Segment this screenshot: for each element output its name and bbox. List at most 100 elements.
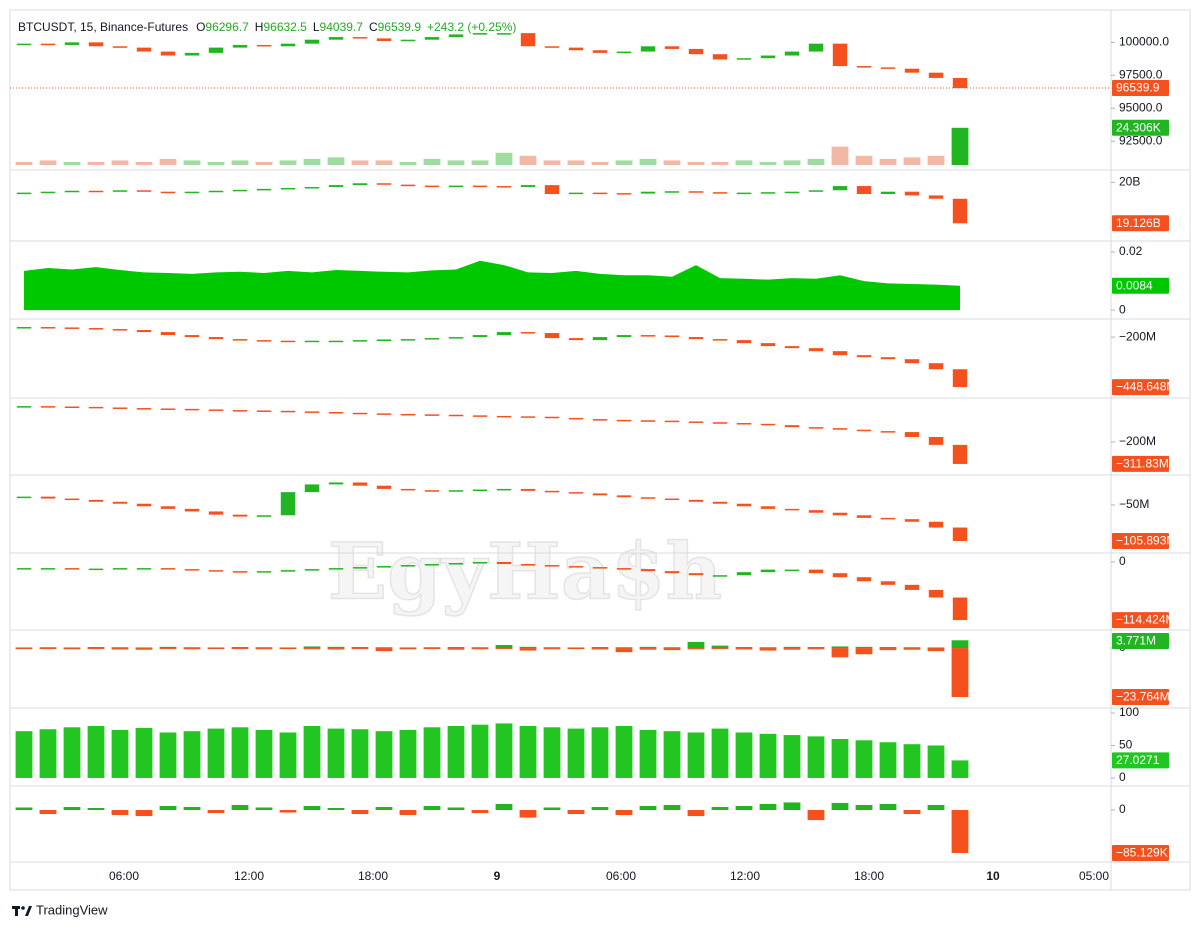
- candle: [928, 195, 944, 199]
- last-value-badge: [1112, 612, 1169, 629]
- candle: [232, 514, 248, 517]
- candle: [952, 444, 968, 464]
- candle: [520, 564, 536, 566]
- candle: [736, 58, 752, 60]
- bar: [351, 648, 369, 650]
- candle: [304, 340, 320, 343]
- last-value-badge: [1112, 379, 1169, 396]
- last-value-badge: [1112, 752, 1169, 769]
- last-value-label: 27.0271: [1116, 753, 1160, 767]
- bar: [327, 728, 345, 778]
- candle: [88, 499, 104, 502]
- candle: [904, 191, 920, 196]
- bar: [639, 805, 657, 811]
- bar: [63, 161, 81, 165]
- candle: [568, 47, 584, 51]
- pane: [24, 260, 960, 311]
- bar: [711, 648, 729, 650]
- bar: [687, 732, 705, 778]
- bar: [951, 760, 969, 778]
- bar: [567, 648, 585, 650]
- bar: [735, 160, 753, 165]
- time-label: 18:00: [358, 869, 388, 883]
- time-label: 06:00: [606, 869, 636, 883]
- candle: [16, 406, 32, 408]
- candle: [160, 568, 176, 570]
- ohlc-key: H: [255, 20, 264, 34]
- candle: [136, 190, 152, 192]
- candle: [304, 187, 320, 189]
- candle: [520, 185, 536, 188]
- candle: [544, 565, 560, 567]
- candle: [832, 186, 848, 191]
- bar: [903, 157, 921, 165]
- candle: [280, 410, 296, 413]
- bar: [447, 647, 465, 649]
- candle: [184, 335, 200, 338]
- bar: [111, 647, 129, 649]
- y-tick-label: 97500.0: [1119, 67, 1163, 81]
- bar: [327, 807, 345, 811]
- bar: [255, 647, 273, 649]
- bar: [735, 648, 753, 650]
- candle: [784, 425, 800, 428]
- candle: [904, 359, 920, 364]
- bar: [255, 807, 273, 811]
- candle: [928, 437, 944, 445]
- bar: [783, 646, 801, 649]
- candle: [232, 44, 248, 48]
- bar: [951, 127, 969, 165]
- candle: [352, 37, 368, 39]
- candle: [472, 33, 488, 35]
- last-value-label: 19.126B: [1116, 216, 1161, 230]
- candle: [808, 510, 824, 513]
- bar: [423, 648, 441, 650]
- candle: [40, 43, 56, 46]
- candle: [232, 410, 248, 412]
- bar: [519, 648, 537, 651]
- bar: [591, 806, 609, 811]
- bar: [831, 802, 849, 811]
- candle: [880, 581, 896, 585]
- candle: [568, 417, 584, 420]
- candle: [592, 493, 608, 496]
- candle: [928, 521, 944, 528]
- bar: [687, 810, 705, 817]
- bar: [591, 161, 609, 165]
- bar: [375, 647, 393, 649]
- ohlc-value: 96632.5: [263, 20, 307, 34]
- candle: [328, 482, 344, 485]
- candle: [616, 193, 632, 195]
- bar: [807, 736, 825, 778]
- y-tick-label: 0.02: [1119, 244, 1143, 258]
- candle: [136, 503, 152, 507]
- candle: [112, 568, 128, 570]
- bar: [831, 648, 849, 658]
- candle: [832, 573, 848, 578]
- ohlc-value: 96296.7: [205, 20, 249, 34]
- bar: [207, 810, 225, 814]
- bar: [111, 160, 129, 165]
- candle: [544, 416, 560, 419]
- candle: [736, 192, 752, 195]
- bar: [951, 810, 969, 853]
- candle: [616, 495, 632, 498]
- bar: [663, 731, 681, 778]
- candle: [232, 571, 248, 573]
- candle: [880, 357, 896, 360]
- time-label: 9: [494, 869, 501, 883]
- last-value-badge: [1112, 455, 1169, 472]
- last-value-label: 3.771M: [1116, 634, 1156, 648]
- bar: [375, 160, 393, 165]
- bar: [135, 161, 153, 165]
- candle: [832, 428, 848, 430]
- candle: [952, 369, 968, 388]
- bar: [495, 644, 513, 649]
- candle: [88, 328, 104, 330]
- candle: [16, 43, 32, 46]
- candle: [160, 332, 176, 336]
- last-value-badge: [1112, 633, 1169, 649]
- y-tick-label: −50M: [1119, 497, 1149, 511]
- candle: [424, 37, 440, 40]
